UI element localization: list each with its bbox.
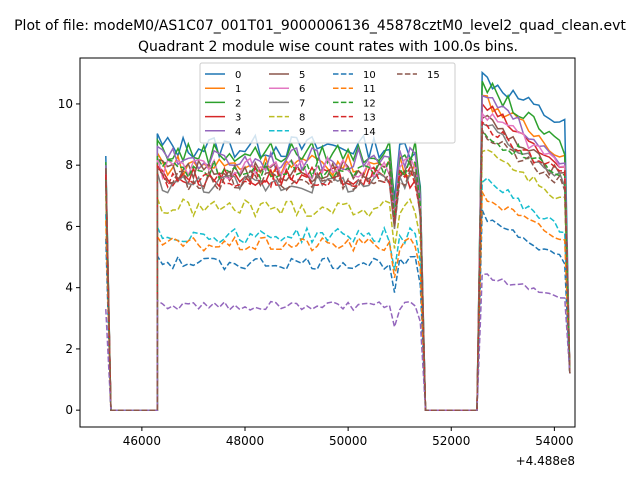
y-tick-label: 10 [58,97,73,111]
legend-label-9: 9 [299,127,305,138]
series-line-6 [105,111,571,411]
y-axis: 0 2 4 6 8 10 [58,97,80,417]
legend-label-11: 11 [363,84,376,95]
series-line-5 [105,114,571,411]
legend-label-12: 12 [363,98,376,109]
x-tick-label: 52000 [432,434,470,448]
x-axis: 46000 48000 50000 52000 54000 [123,427,573,448]
legend-label-3: 3 [235,113,241,124]
series-line-10 [105,209,571,411]
series-line-14 [105,273,571,411]
series-line-11 [105,189,571,411]
legend-label-14: 14 [363,127,376,138]
x-tick-label: 48000 [226,434,264,448]
legend-label-4: 4 [235,127,241,138]
legend-label-13: 13 [363,113,376,124]
series-line-0 [105,70,571,411]
legend-label-6: 6 [299,84,305,95]
series-line-9 [105,176,571,411]
legend-label-15: 15 [427,70,440,81]
plot-lines [105,70,571,411]
legend-label-8: 8 [299,113,305,124]
legend-label-2: 2 [235,98,241,109]
x-tick-label: 50000 [329,434,367,448]
x-tick-label: 54000 [535,434,573,448]
series-line-12 [105,127,571,411]
legend-label-7: 7 [299,98,305,109]
chart-title: Quadrant 2 module wise count rates with … [138,39,518,55]
legend-label-0: 0 [235,70,241,81]
y-tick-label: 0 [65,403,73,417]
legend-label-10: 10 [363,70,376,81]
series-line-2 [105,80,571,411]
y-tick-label: 6 [65,219,73,233]
y-tick-label: 8 [65,158,73,172]
axes-frame [79,57,576,428]
x-tick-label: 46000 [123,434,161,448]
series-line-15 [105,127,571,411]
x-offset-label: +4.488e8 [516,454,575,468]
y-tick-label: 4 [65,281,73,295]
figure-suptitle: Plot of file: modeM0/AS1C07_001T01_90000… [14,18,626,34]
series-line-4 [105,94,571,411]
y-tick-label: 2 [65,342,73,356]
legend-label-5: 5 [299,70,305,81]
series-line-8 [105,148,571,411]
legend-label-1: 1 [235,84,241,95]
legend-box [199,62,456,144]
